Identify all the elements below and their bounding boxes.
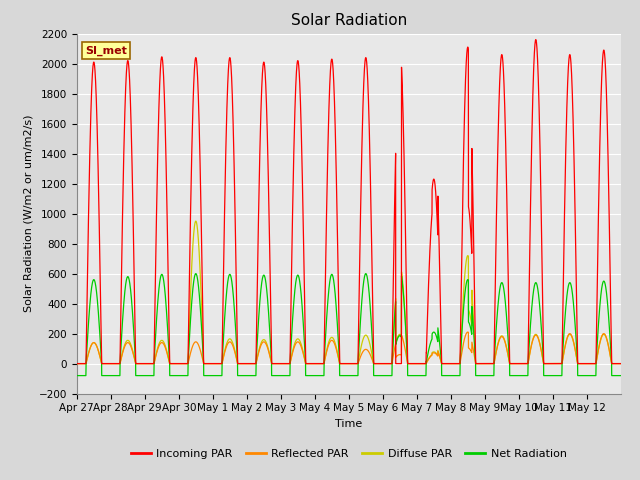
X-axis label: Time: Time (335, 419, 362, 429)
Legend: Incoming PAR, Reflected PAR, Diffuse PAR, Net Radiation: Incoming PAR, Reflected PAR, Diffuse PAR… (126, 445, 572, 464)
Y-axis label: Solar Radiation (W/m2 or um/m2/s): Solar Radiation (W/m2 or um/m2/s) (23, 115, 33, 312)
Title: Solar Radiation: Solar Radiation (291, 13, 407, 28)
Text: SI_met: SI_met (85, 46, 127, 56)
